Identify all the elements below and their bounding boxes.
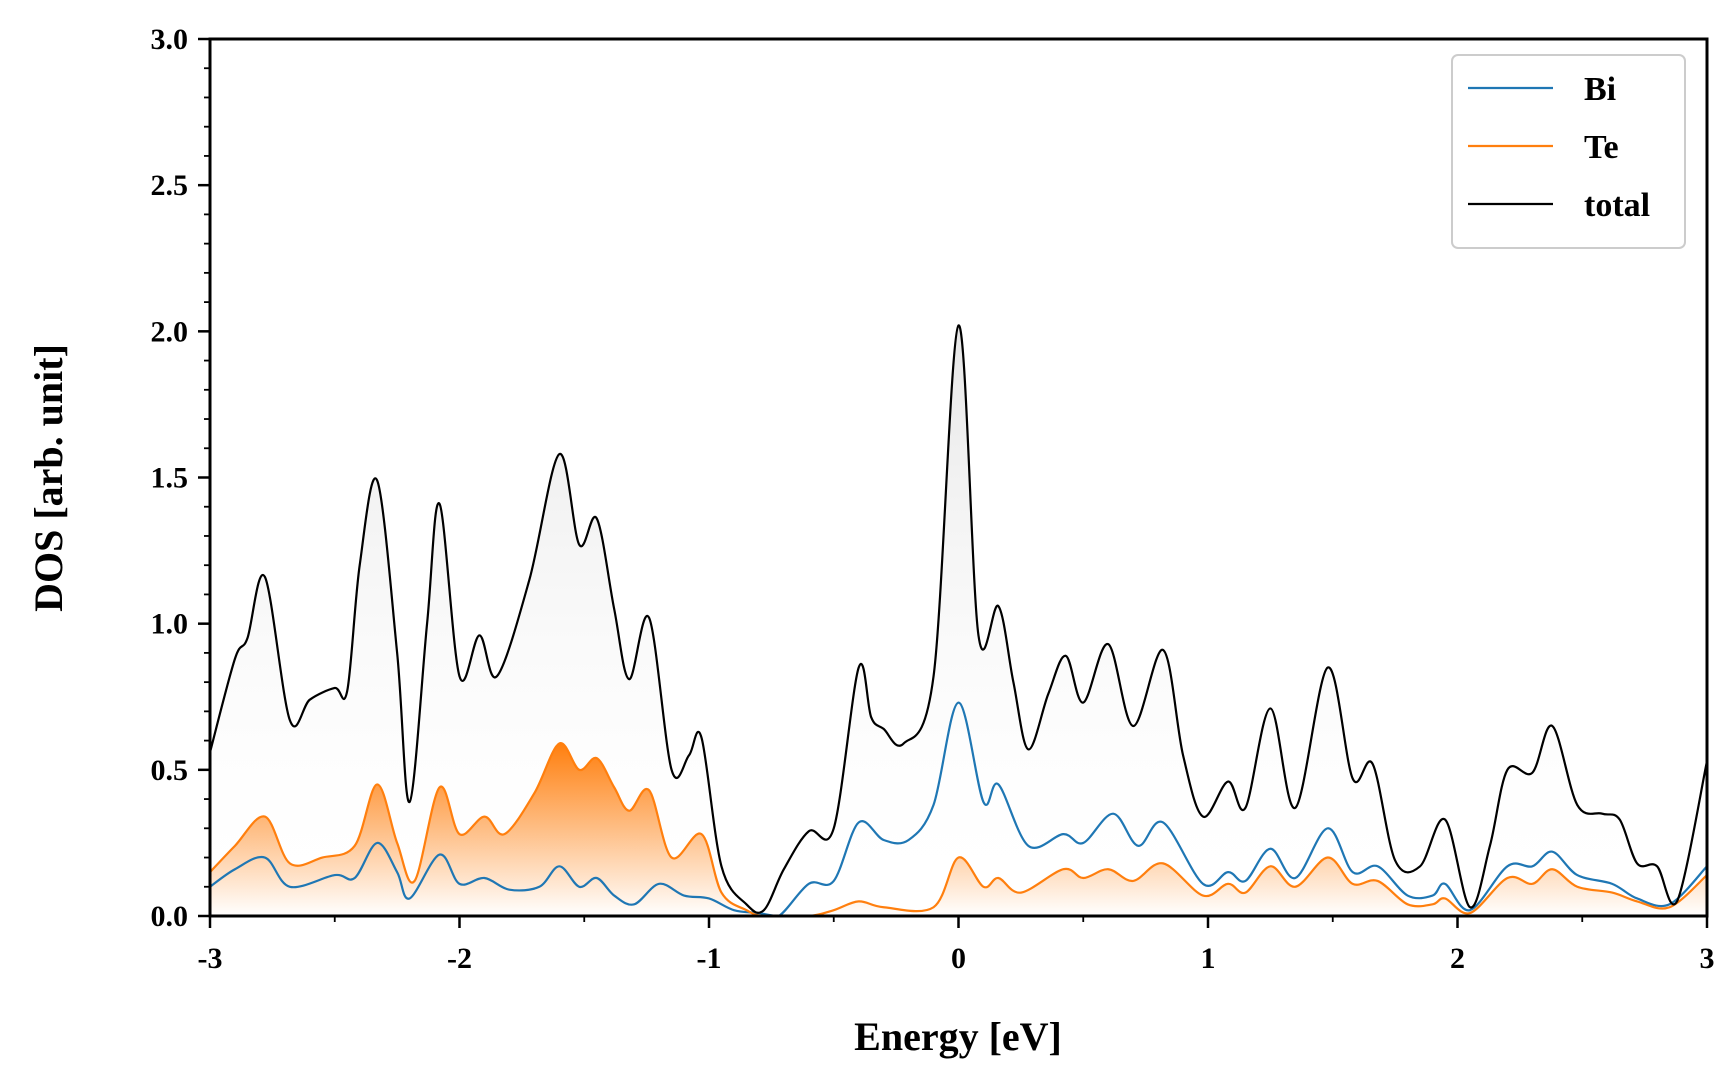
y-tick-label: 0.0 (151, 900, 189, 933)
series-lines (210, 324, 1707, 916)
y-tick-label: 1.5 (151, 462, 189, 495)
x-tick-label: 0 (951, 942, 966, 975)
legend-label-total: total (1584, 187, 1650, 224)
legend-label-bi: Bi (1584, 71, 1616, 108)
legend: Bi Te total (1451, 54, 1686, 249)
x-tick-label: 1 (1201, 942, 1216, 975)
area-fills (210, 325, 1707, 916)
series-line-total (210, 324, 1707, 914)
y-tick-label: 0.5 (151, 754, 189, 787)
legend-label-te: Te (1584, 129, 1619, 166)
y-tick-label: 3.0 (151, 23, 189, 56)
legend-box (1451, 54, 1686, 249)
area-fill-te (210, 743, 1707, 916)
y-tick-label: 2.0 (151, 315, 189, 348)
x-tick-label: 2 (1450, 942, 1465, 975)
y-tick-label: 2.5 (151, 169, 189, 202)
x-axis-title: Energy [eV] (854, 1014, 1062, 1059)
x-tick-label: -1 (697, 942, 722, 975)
x-tick-label: 3 (1700, 942, 1715, 975)
x-axis: -3 -2 -1 0 1 2 3 (198, 916, 1715, 975)
x-tick-label: -2 (447, 942, 472, 975)
y-axis-title: DOS [arb. unit] (26, 344, 71, 612)
series-line-bi (210, 701, 1707, 916)
y-tick-label: 1.0 (151, 608, 189, 641)
y-axis: 0.0 0.5 1.0 1.5 2.0 2.5 3.0 (151, 23, 210, 933)
x-tick-label: -3 (198, 942, 223, 975)
series-line-te (210, 742, 1707, 916)
